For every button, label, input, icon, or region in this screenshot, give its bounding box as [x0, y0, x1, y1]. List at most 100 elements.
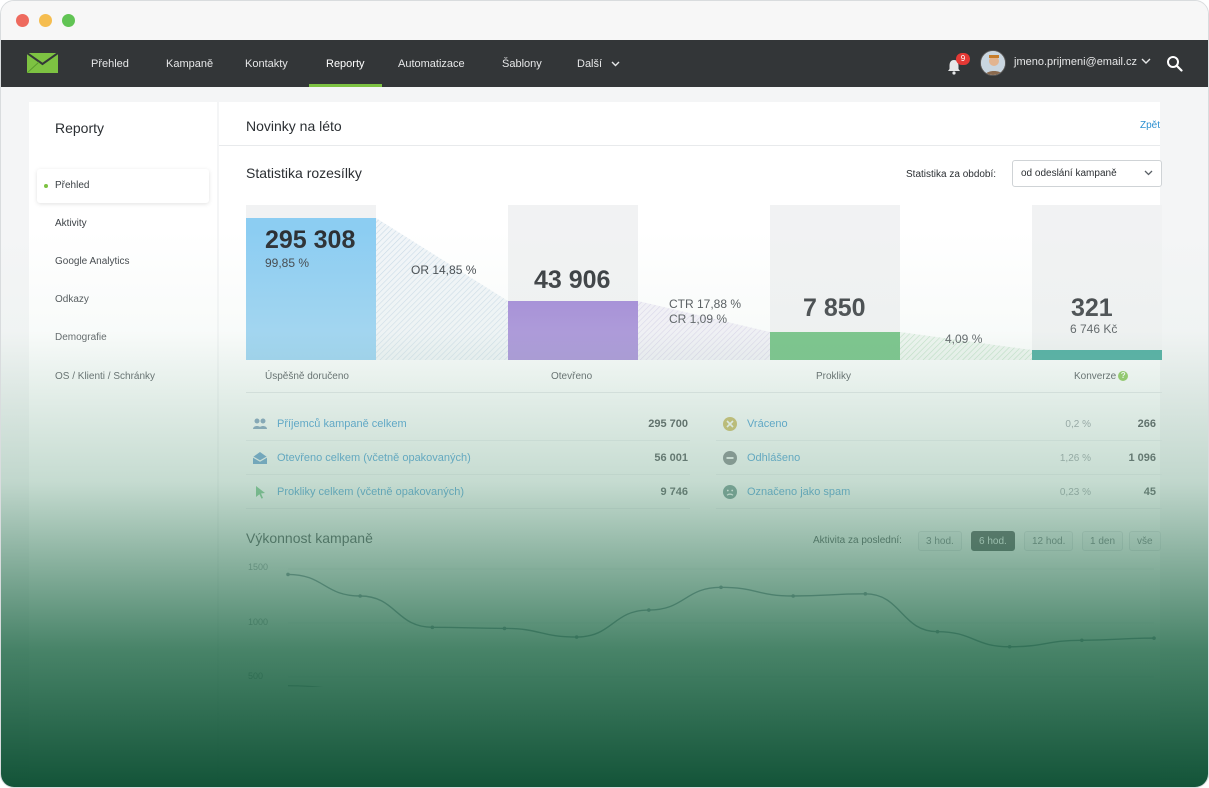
stats-value-clicks-total: 9 746	[660, 486, 688, 498]
stats-row-clicks-total: Prokliky celkem (včetně opakovaných) 9 7…	[246, 475, 690, 509]
nav-item-kampane[interactable]: Kampaně	[166, 58, 214, 70]
close-window-button[interactable]	[16, 14, 29, 27]
data-point[interactable]	[430, 625, 435, 630]
data-point[interactable]	[1080, 638, 1084, 643]
funnel-label-conversions: Konverze?	[1074, 371, 1129, 382]
click-rate: CR 1,09 %	[669, 312, 728, 326]
chevron-down-icon	[611, 61, 620, 67]
data-point[interactable]	[1007, 644, 1012, 649]
series-line-2	[287, 684, 324, 687]
conversion-rate: 4,09 %	[945, 332, 983, 346]
funnel-chart	[246, 205, 1162, 360]
data-point[interactable]	[1152, 636, 1156, 640]
maximize-window-button[interactable]	[62, 14, 75, 27]
data-point[interactable]	[286, 572, 290, 577]
stats-value-bounced: 266	[1137, 418, 1156, 430]
stats-row-unsubscribed: Odhlášeno 1,26 % 1 096	[716, 441, 1162, 475]
range-button-6h[interactable]: 6 hod.	[971, 531, 1015, 551]
performance-line-chart	[286, 568, 1156, 687]
funnel-label-conversions-text: Konverze	[1074, 371, 1117, 382]
nav-item-automatizace[interactable]: Automatizace	[398, 58, 465, 70]
title-bar	[1, 1, 1208, 40]
nav-item-sablony[interactable]: Šablony	[502, 58, 542, 70]
stats-label-clicks-total[interactable]: Prokliky celkem (včetně opakovaných)	[277, 486, 465, 498]
stats-label-opened-total[interactable]: Otevřeno celkem (včetně opakovaných)	[277, 452, 471, 464]
bounce-icon	[723, 417, 737, 431]
data-point[interactable]	[719, 585, 723, 590]
sidebar-item-demografie[interactable]: Demografie	[55, 332, 107, 343]
stats-value-opened-total: 56 001	[654, 452, 688, 464]
sidebar-item-google-analytics[interactable]: Google Analytics	[55, 256, 130, 267]
chevron-down-icon[interactable]	[1141, 58, 1151, 65]
stats-value-spam: 45	[1143, 486, 1156, 498]
funnel-bar-clicks	[770, 332, 900, 360]
period-label: Statistika za období:	[906, 169, 997, 180]
click-through-rate: CTR 17,88 %	[669, 297, 742, 311]
range-button-3h[interactable]: 3 hod.	[918, 531, 962, 551]
stats-label-bounced[interactable]: Vráceno	[747, 418, 788, 430]
nav-item-kontakty[interactable]: Kontakty	[245, 58, 288, 70]
conversions-value: 321	[1071, 294, 1113, 322]
stats-row-opened-total: Otevřeno celkem (včetně opakovaných) 56 …	[246, 441, 690, 475]
range-button-1d[interactable]: 1 den	[1082, 531, 1124, 551]
data-point[interactable]	[358, 594, 362, 598]
funnel-connector-1	[376, 218, 508, 360]
stats-pct-spam: 0,23 %	[1059, 487, 1091, 498]
opened-value: 43 906	[534, 266, 611, 294]
search-icon[interactable]	[1166, 55, 1183, 72]
data-point[interactable]	[647, 608, 651, 612]
chevron-down-icon	[1144, 170, 1153, 176]
help-icon[interactable]: ?	[1118, 371, 1129, 381]
minimize-window-button[interactable]	[39, 14, 52, 27]
logo-icon[interactable]	[27, 53, 58, 73]
spam-icon	[723, 485, 737, 499]
sidebar-item-prehled[interactable]: Přehled	[37, 169, 209, 203]
data-point[interactable]	[574, 635, 579, 639]
delivered-percent: 99,85 %	[265, 256, 310, 270]
nav-item-reporty[interactable]: Reporty	[309, 40, 381, 87]
stats-row-recipients: Příjemců kampaně celkem 295 700	[246, 407, 690, 441]
stats-row-bounced: Vráceno 0,2 % 266	[716, 407, 1162, 441]
funnel-label-clicks: Prokliky	[816, 371, 852, 382]
range-button-all[interactable]: vše	[1129, 531, 1161, 551]
sidebar-item-aktivity[interactable]: Aktivity	[55, 218, 87, 229]
stats-pct-unsubscribed: 1,26 %	[1059, 453, 1091, 464]
data-point[interactable]	[791, 594, 795, 598]
data-point[interactable]	[502, 626, 507, 631]
period-select-value: od odeslání kampaně	[1021, 168, 1117, 179]
delivered-value: 295 308	[265, 226, 356, 254]
section-title-vykonnost: Výkonnost kampaně	[246, 530, 373, 546]
main-header: Novinky na léto Zpět	[219, 102, 1160, 146]
activity-label: Aktivita za poslední:	[813, 535, 902, 546]
range-button-12h[interactable]: 12 hod.	[1024, 531, 1074, 551]
stats-value-unsubscribed: 1 096	[1128, 452, 1156, 464]
sidebar-title: Reporty	[55, 120, 105, 136]
series-line-1	[287, 573, 1155, 648]
funnel-bar-conversions	[1032, 350, 1162, 360]
conversions-revenue: 6 746 Kč	[1070, 322, 1118, 336]
data-point[interactable]	[863, 592, 868, 596]
nav-item-prehled[interactable]: Přehled	[91, 58, 129, 70]
stats-label-recipients[interactable]: Příjemců kampaně celkem	[277, 418, 407, 430]
stats-label-unsubscribed[interactable]: Odhlášeno	[747, 452, 801, 464]
stats-label-spam[interactable]: Označeno jako spam	[747, 486, 851, 498]
funnel-label-delivered: Úspěšně doručeno	[265, 371, 349, 382]
page-title: Novinky na léto	[246, 118, 342, 134]
nav-item-dalsi-label: Další	[577, 58, 603, 70]
sidebar-item-odkazy[interactable]: Odkazy	[55, 294, 89, 305]
funnel-bar-opened	[508, 301, 638, 360]
main-panel: Novinky na léto Zpět Statistika rozesílk…	[219, 102, 1162, 787]
sidebar: Reporty Přehled Aktivity Google Analytic…	[29, 102, 217, 787]
users-icon	[253, 418, 267, 429]
nav-item-dalsi[interactable]: Další	[577, 40, 620, 87]
period-select[interactable]: od odeslání kampaně	[1012, 160, 1162, 187]
stats-value-recipients: 295 700	[648, 418, 688, 430]
back-link[interactable]: Zpět	[1139, 120, 1160, 131]
funnel-divider	[246, 392, 1162, 393]
avatar[interactable]	[980, 50, 1006, 76]
sidebar-item-os-klienti[interactable]: OS / Klienti / Schránky	[55, 371, 156, 382]
top-navbar: Přehled Kampaně Kontakty Reporty Automat…	[1, 40, 1208, 87]
data-point[interactable]	[935, 629, 940, 634]
user-email[interactable]: jmeno.prijmeni@email.cz	[1014, 56, 1138, 68]
